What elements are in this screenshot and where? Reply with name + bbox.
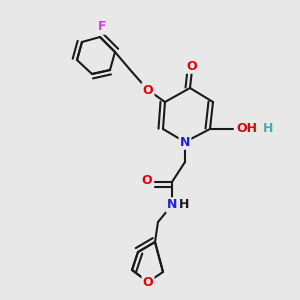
Text: O: O [187, 59, 197, 73]
Text: F: F [98, 20, 106, 34]
Text: N: N [167, 199, 177, 212]
Text: O: O [143, 83, 153, 97]
Text: O: O [143, 275, 153, 289]
Text: OH: OH [236, 122, 257, 136]
Text: N: N [180, 136, 190, 148]
Text: O: O [141, 175, 152, 188]
Text: H: H [179, 199, 189, 212]
Text: H: H [263, 122, 273, 136]
